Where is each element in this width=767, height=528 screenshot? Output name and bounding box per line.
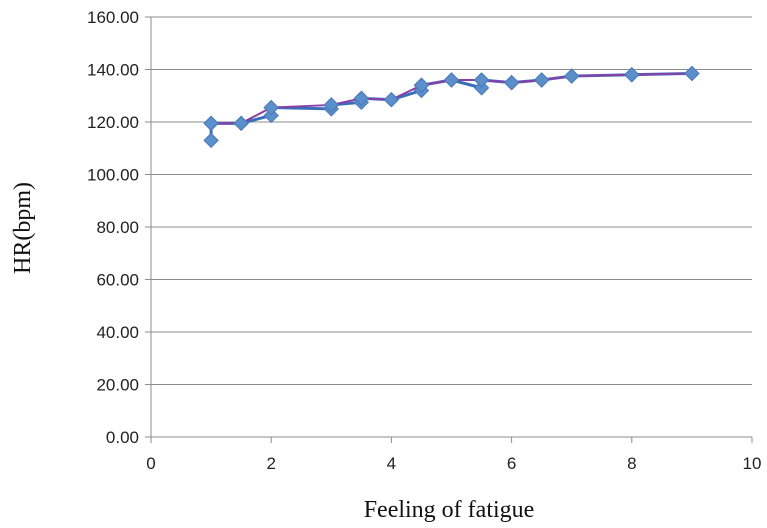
data-point	[503, 74, 520, 91]
y-axis-title: HR(bpm)	[10, 182, 36, 274]
x-tick-label: 6	[507, 454, 516, 473]
x-tick-label: 2	[266, 454, 275, 473]
data-point	[383, 91, 400, 108]
y-tick-label: 80.00	[96, 218, 139, 237]
markers-group	[203, 65, 700, 149]
x-tick-label: 8	[627, 454, 636, 473]
tick-labels: 0.00 20.00 40.00 60.00 80.00 100.00 120.00 140.…	[87, 8, 761, 473]
data-point	[353, 90, 370, 107]
data-point	[533, 72, 550, 88]
data-point	[323, 97, 340, 113]
data-point	[563, 68, 580, 84]
x-tick-label: 4	[387, 454, 396, 473]
data-point	[473, 72, 490, 88]
data-point	[473, 80, 490, 96]
data-point	[443, 72, 460, 88]
data-point	[413, 77, 430, 93]
y-tick-label: 160.00	[87, 8, 139, 27]
y-tick-label: 100.00	[87, 166, 139, 185]
gridlines	[151, 16, 752, 385]
y-tick-label: 0.00	[106, 428, 139, 447]
data-point	[233, 115, 249, 132]
y-tick-label: 140.00	[87, 61, 139, 80]
y-tick-label: 120.00	[87, 113, 139, 132]
y-tick-label: 60.00	[96, 271, 139, 290]
data-point	[263, 107, 279, 124]
data-point	[203, 115, 219, 132]
x-tick-label: 0	[146, 454, 155, 473]
axes	[145, 16, 753, 443]
y-tick-label: 40.00	[96, 323, 139, 342]
y-tick-label: 20.00	[96, 376, 139, 395]
data-point	[263, 99, 279, 116]
data-point	[203, 132, 219, 149]
x-axis-title: Feeling of fatigue	[364, 497, 535, 523]
x-tick-label: 10	[743, 454, 762, 473]
data-point	[624, 67, 640, 83]
data-point	[684, 65, 700, 82]
